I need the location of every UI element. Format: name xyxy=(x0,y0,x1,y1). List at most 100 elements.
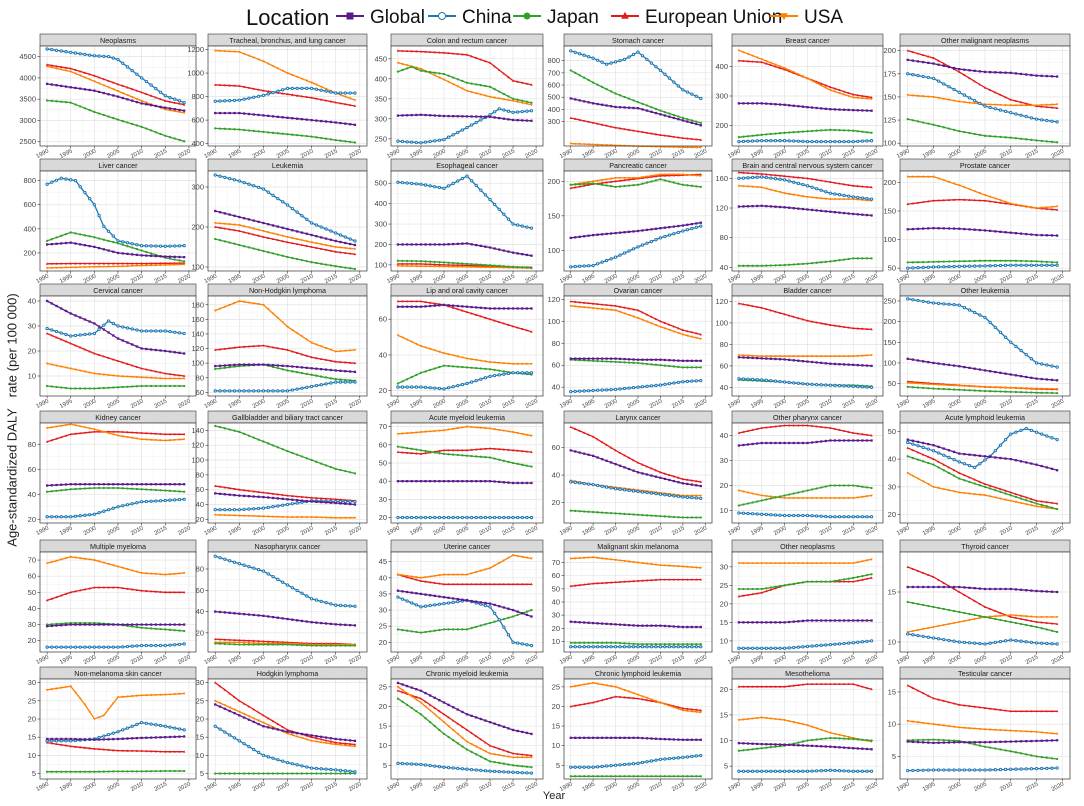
data-point xyxy=(916,60,920,63)
x-tick-label: 2015 xyxy=(501,398,516,410)
series-global xyxy=(737,102,873,112)
data-point xyxy=(149,252,153,255)
x-tick-label: 2005 xyxy=(455,525,470,537)
data-point xyxy=(405,64,409,67)
data-point xyxy=(493,361,496,364)
data-point xyxy=(242,488,246,492)
data-point xyxy=(502,372,506,376)
data-point xyxy=(797,355,800,358)
data-point xyxy=(618,387,622,391)
x-tick-label: 2000 xyxy=(252,273,267,285)
data-point xyxy=(154,370,158,373)
data-point xyxy=(159,439,162,442)
data-point xyxy=(870,257,873,260)
x-tick-label: 2015 xyxy=(1025,398,1040,410)
data-point xyxy=(106,319,111,323)
y-tick-label: 50 xyxy=(888,264,896,273)
data-point xyxy=(348,103,352,107)
data-point xyxy=(502,108,506,112)
data-point xyxy=(424,449,427,453)
data-point xyxy=(677,146,680,149)
data-point xyxy=(79,243,82,246)
data-point xyxy=(69,262,72,265)
data-point xyxy=(842,108,846,111)
series-usa xyxy=(45,362,186,380)
data-point xyxy=(419,182,423,186)
data-point xyxy=(792,139,796,143)
data-point xyxy=(927,61,930,65)
data-point xyxy=(79,105,82,108)
data-point xyxy=(300,134,304,137)
data-point xyxy=(214,367,217,371)
data-point xyxy=(140,438,143,441)
data-point xyxy=(107,486,110,490)
data-point xyxy=(989,487,992,490)
data-point xyxy=(916,94,920,98)
data-point xyxy=(438,261,441,264)
data-point xyxy=(45,243,49,246)
data-point xyxy=(173,137,176,140)
data-point xyxy=(315,97,318,100)
data-point xyxy=(281,226,284,229)
data-point xyxy=(989,70,992,74)
data-point xyxy=(78,262,82,265)
y-tick-label: 300 xyxy=(547,117,560,126)
data-point xyxy=(334,497,337,501)
series-european-union xyxy=(213,344,357,365)
series-china xyxy=(396,371,534,391)
data-point xyxy=(88,235,91,238)
data-point xyxy=(116,251,120,255)
data-point xyxy=(228,428,231,431)
data-point xyxy=(353,516,357,520)
data-point xyxy=(159,349,162,352)
data-point xyxy=(911,59,915,62)
data-point xyxy=(1019,204,1023,207)
data-point xyxy=(973,132,976,136)
data-point xyxy=(842,198,846,201)
x-tick-label: 2010 xyxy=(649,273,664,285)
data-point xyxy=(470,366,473,369)
data-point xyxy=(837,384,842,388)
data-point xyxy=(154,488,157,492)
series-china xyxy=(569,49,703,101)
data-point xyxy=(164,384,167,388)
data-point xyxy=(126,98,129,101)
data-point xyxy=(493,266,496,269)
data-point xyxy=(609,511,613,515)
data-point xyxy=(681,224,684,227)
data-point xyxy=(149,438,153,442)
data-point xyxy=(69,70,72,73)
data-point xyxy=(1055,208,1059,211)
data-point xyxy=(88,265,91,269)
data-point xyxy=(410,451,413,455)
data-point xyxy=(353,99,357,102)
data-point xyxy=(145,127,148,130)
data-point xyxy=(183,352,186,355)
y-tick-label: 60 xyxy=(28,465,36,474)
data-point xyxy=(947,455,951,460)
data-point xyxy=(286,516,289,519)
data-point xyxy=(861,485,864,488)
data-point xyxy=(659,109,662,112)
data-point xyxy=(819,383,823,387)
data-point xyxy=(632,99,635,102)
data-point xyxy=(276,233,280,236)
data-point xyxy=(1019,263,1023,267)
data-point xyxy=(45,239,49,243)
data-point xyxy=(405,378,409,381)
data-point xyxy=(650,106,653,109)
data-point xyxy=(460,128,465,132)
data-point xyxy=(139,329,144,333)
data-point xyxy=(968,188,971,191)
data-point xyxy=(632,315,635,318)
data-point xyxy=(699,173,703,176)
data-point xyxy=(159,261,162,265)
data-point xyxy=(592,233,595,237)
data-point xyxy=(760,357,763,360)
data-point xyxy=(353,239,357,243)
data-point xyxy=(154,264,158,267)
data-point xyxy=(295,516,299,519)
data-point xyxy=(237,179,241,183)
